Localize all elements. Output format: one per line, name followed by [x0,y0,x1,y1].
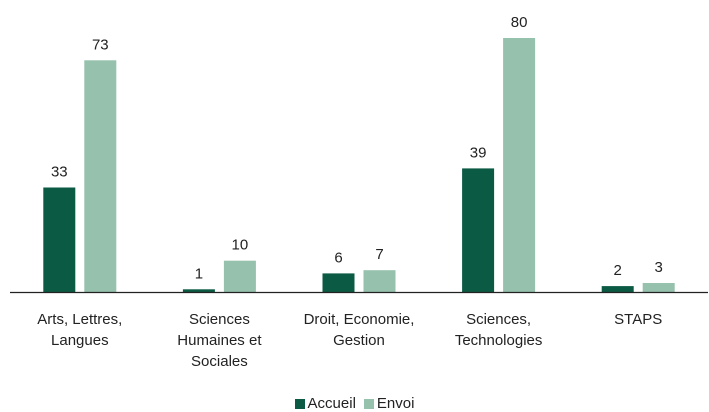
category-label-4: Sciences, Technologies [455,311,543,349]
bar-envoi-4 [503,38,536,293]
legend-item-envoi: Envoi [363,395,415,412]
bar-envoi-2 [223,260,256,293]
category-label-line: Sociales [191,353,248,370]
bars-layer [43,38,675,293]
data-labels-layer: 33 73 1 10 6 7 39 80 2 3 [51,14,663,282]
category-label-line: Langues [51,332,109,349]
bar-accueil-2 [182,289,215,293]
bar-accueil-3 [322,273,355,293]
data-label-accueil-2: 1 [195,265,203,282]
category-label-line: Technologies [455,332,543,349]
bar-accueil-5 [601,286,634,293]
legend: Accueil Envoi [0,396,709,412]
data-label-envoi-4: 80 [511,14,528,31]
bar-accueil-1 [43,187,76,293]
bar-envoi-5 [642,283,675,293]
data-label-accueil-1: 33 [51,164,68,181]
bar-accueil-4 [462,168,495,293]
data-label-accueil-5: 2 [614,262,622,279]
category-label-line: STAPS [614,311,662,328]
bar-envoi-3 [363,270,396,293]
data-label-accueil-3: 6 [334,249,342,266]
bar-envoi-1 [84,60,117,293]
legend-label-accueil: Accueil [307,395,356,412]
category-label-line: Sciences, [466,311,531,328]
category-label-3: Droit, Economie, Gestion [304,311,415,349]
category-label-line: Gestion [333,332,385,349]
data-label-envoi-2: 10 [232,237,249,254]
category-label-line: Arts, Lettres, [37,311,122,328]
data-label-envoi-5: 3 [655,259,663,276]
legend-label-envoi: Envoi [376,395,415,412]
category-labels-layer: Arts, Lettres, Langues Sciences Humaines et… [37,311,662,370]
data-label-envoi-3: 7 [375,246,383,263]
data-label-accueil-4: 39 [470,144,487,161]
category-label-line: Sciences [189,311,250,328]
category-label-5: STAPS [614,311,662,328]
category-label-line: Humaines et [177,332,262,349]
category-label-line: Droit, Economie, [304,311,415,328]
category-label-2: Sciences Humaines et Sociales [177,311,262,370]
category-label-1: Arts, Lettres, Langues [37,311,122,349]
legend-swatch-envoi [363,399,374,409]
legend-item-accueil: Accueil [294,395,356,412]
legend-swatch-accueil [294,399,305,409]
data-label-envoi-1: 73 [92,36,109,53]
